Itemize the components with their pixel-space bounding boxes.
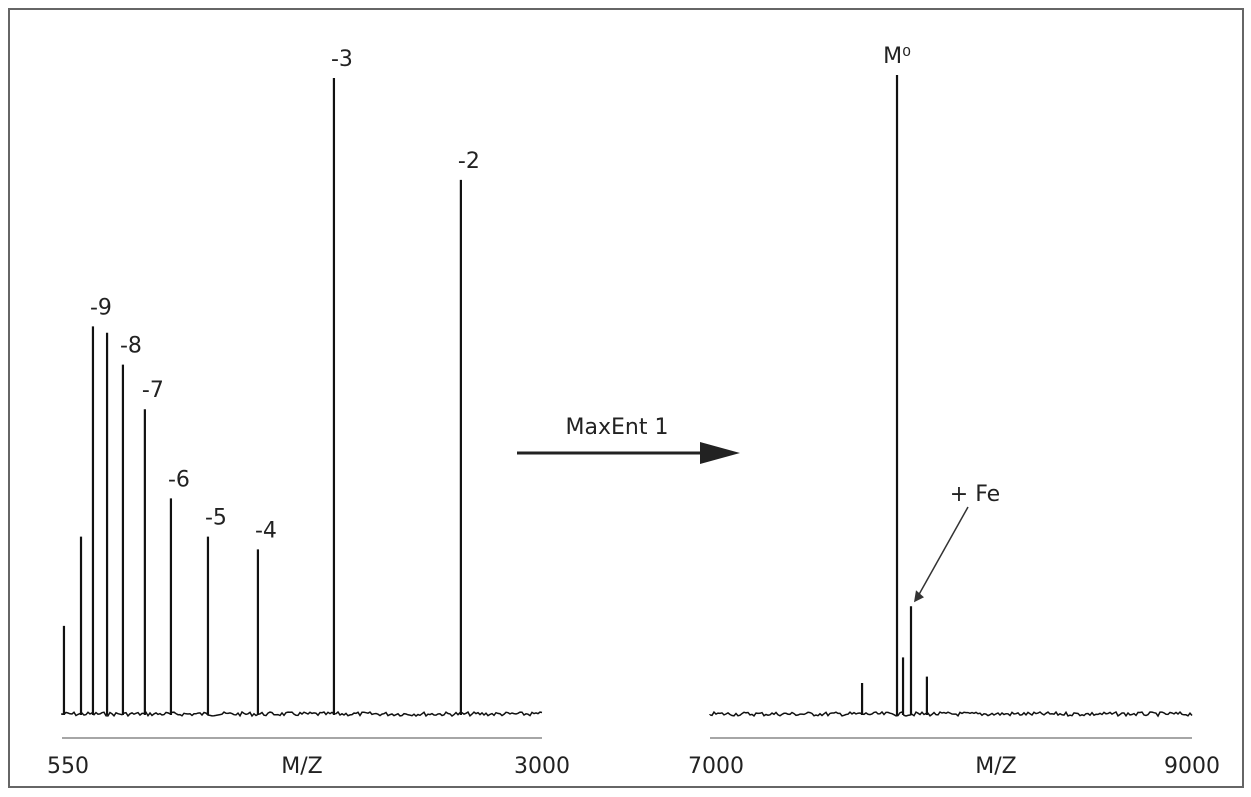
- peak-label: -8: [120, 334, 142, 359]
- peak-label: -2: [458, 149, 480, 174]
- peak-label: -4: [255, 518, 277, 543]
- peak-label: -7: [142, 378, 164, 403]
- frame: [8, 8, 1244, 788]
- annotation-arrow-head: [913, 590, 924, 603]
- peak-label: -6: [168, 467, 190, 492]
- transform-label: MaxEnt 1: [566, 415, 669, 440]
- peak-label: -5: [205, 506, 227, 531]
- peak-label: -9: [90, 295, 112, 320]
- peak-label: -3: [331, 47, 353, 72]
- x-tick-label: 7000: [688, 754, 744, 779]
- annotation: + Fe: [950, 482, 1000, 507]
- x-tick-label: 550: [47, 754, 89, 779]
- arrow-head: [700, 442, 740, 464]
- baseline: [709, 710, 1193, 718]
- annotation-arrow: [917, 506, 969, 597]
- x-axis-label: M/Z: [975, 754, 1016, 779]
- x-tick-label: 9000: [1164, 754, 1220, 779]
- x-axis-label: M/Z: [281, 754, 322, 779]
- peak-label: M⁰: [883, 44, 911, 69]
- x-tick-label: 3000: [514, 754, 570, 779]
